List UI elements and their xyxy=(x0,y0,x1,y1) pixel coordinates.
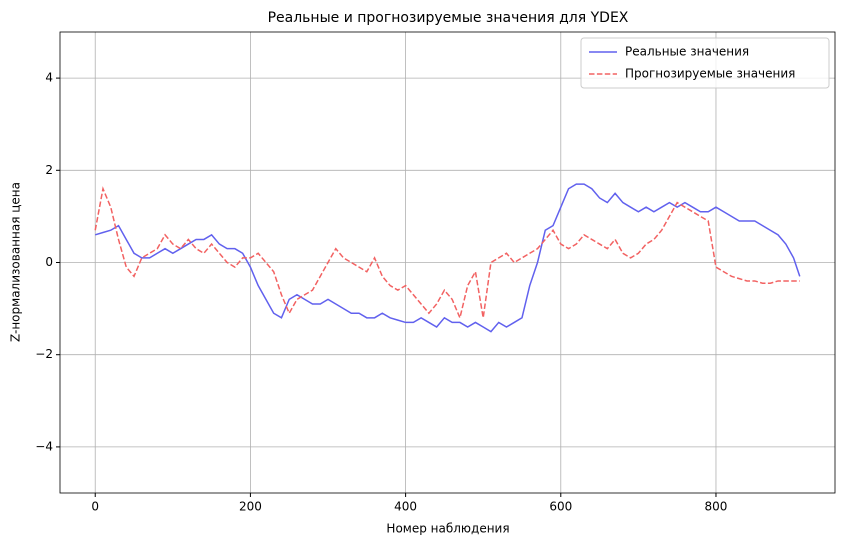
legend-label: Реальные значения xyxy=(625,45,749,59)
y-tick-label: −4 xyxy=(35,439,53,453)
chart-title: Реальные и прогнозируемые значения для Y… xyxy=(268,10,629,26)
x-tick-label: 600 xyxy=(549,500,572,514)
y-tick-label: 2 xyxy=(45,163,53,177)
y-tick-label: 0 xyxy=(45,255,53,269)
x-tick-label: 0 xyxy=(91,500,99,514)
x-tick-label: 800 xyxy=(705,500,728,514)
y-tick-label: 4 xyxy=(45,71,53,85)
y-tick-label: −2 xyxy=(35,347,53,361)
legend-box xyxy=(580,37,830,89)
legend-label: Прогнозируемые значения xyxy=(625,67,795,81)
data-line xyxy=(94,186,800,321)
x-tick-label: 200 xyxy=(239,500,262,514)
x-axis-label: Номер наблюдения xyxy=(386,522,509,536)
data-line xyxy=(95,183,801,333)
x-tick-label: 400 xyxy=(394,500,417,514)
plot-frame xyxy=(59,31,836,494)
y-axis-label: Z-нормализованная цена xyxy=(9,182,23,342)
